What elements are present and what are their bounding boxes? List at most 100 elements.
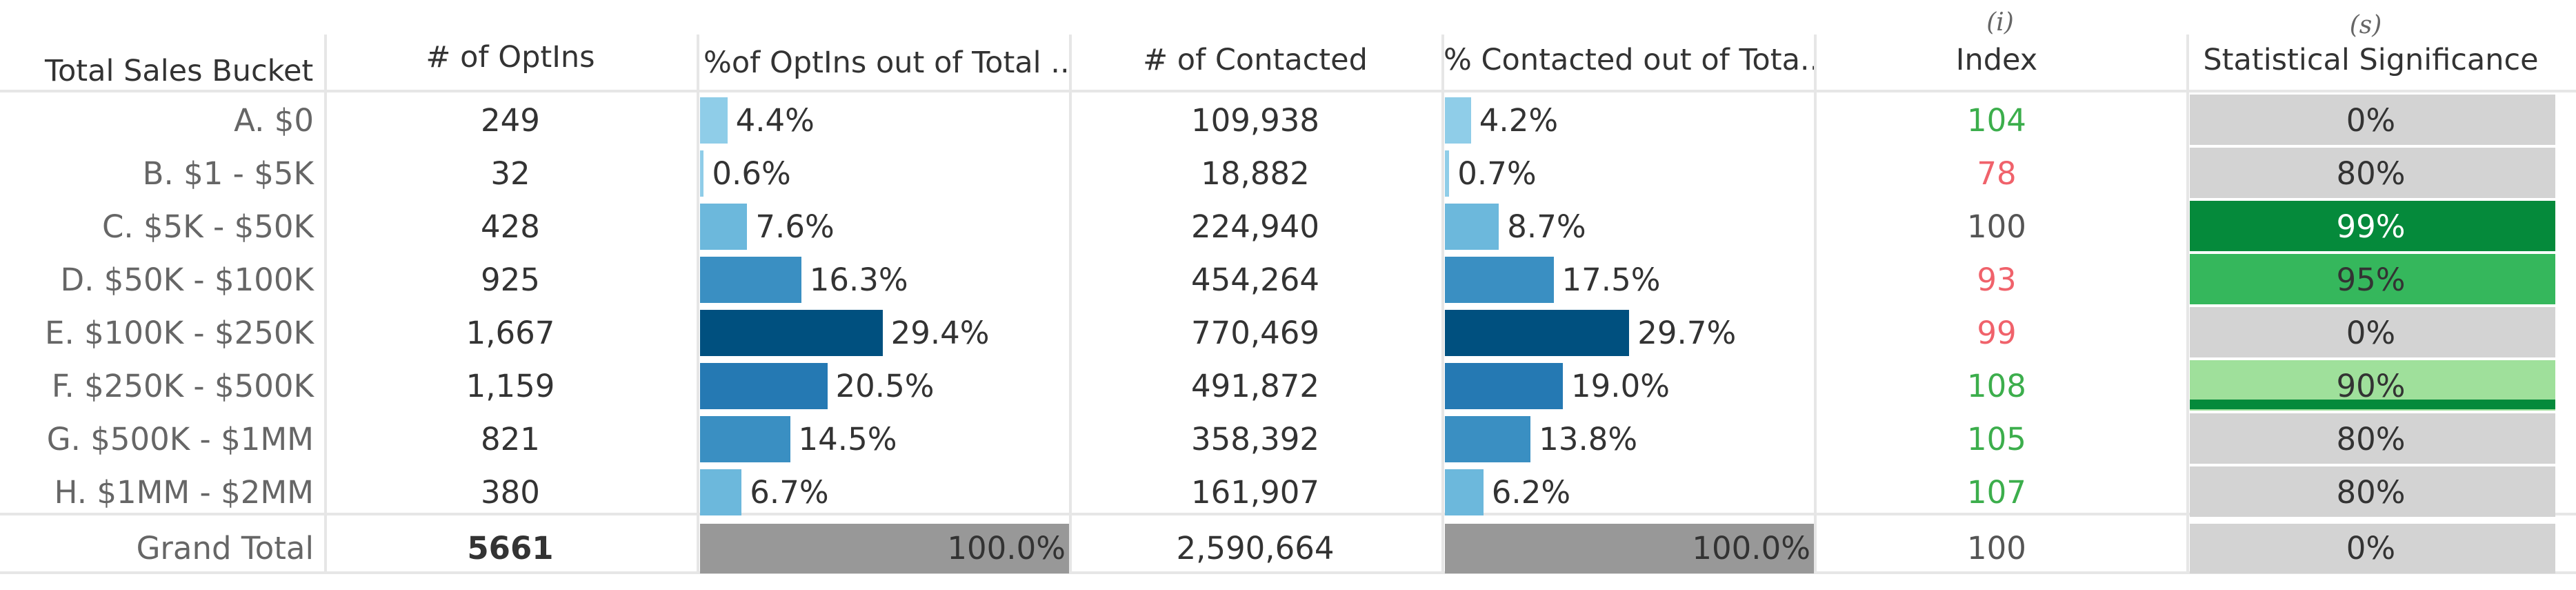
optins-pct-label: 0.6%: [712, 155, 791, 192]
significance-cell: [2190, 307, 2555, 357]
contacted-pct-label: 13.8%: [1539, 420, 1638, 458]
header-pct-contacted: % Contacted out of Tota..: [1444, 43, 1819, 77]
index-value: 104: [1967, 101, 2026, 139]
contacted-pct-label: 4.2%: [1479, 101, 1559, 139]
significance-value: 99%: [2336, 208, 2406, 245]
optins-pct-bar: [700, 469, 742, 515]
significance-cell: [2190, 201, 2555, 251]
optins-pct-bar: [700, 204, 748, 250]
column-divider: [1441, 35, 1444, 573]
significance-cell: [2190, 466, 2555, 517]
bucket-label: G. $500K - $1MM: [46, 420, 314, 458]
optins-value: 1,159: [466, 367, 555, 404]
significance-info-icon[interactable]: (s): [2349, 11, 2382, 39]
significance-value: 80%: [2336, 473, 2406, 511]
contacted-value: 358,392: [1190, 420, 1320, 458]
grand-total-contacted: 2,590,664: [1176, 530, 1335, 567]
contacted-pct-bar: [1445, 416, 1531, 462]
grand-total-optins: 5661: [467, 530, 554, 567]
header-total-sales-bucket: Total Sales Bucket: [45, 54, 314, 88]
index-value: 108: [1967, 367, 2026, 404]
optins-value: 32: [490, 155, 530, 192]
contacted-pct-bar: [1445, 204, 1499, 250]
column-divider: [324, 35, 327, 573]
optins-pct-bar: [700, 310, 883, 356]
row-divider: [0, 571, 2576, 574]
optins-pct-bar: [700, 363, 828, 409]
grand-total-index: 100: [1967, 530, 2026, 567]
header-pct-optins: %of OptIns out of Total ..: [703, 46, 1070, 80]
grand-total-significance: 0%: [2346, 530, 2396, 567]
contacted-pct-label: 17.5%: [1561, 261, 1661, 298]
header-optins: # of OptIns: [426, 40, 595, 75]
index-value: 100: [1967, 208, 2026, 245]
column-divider: [1814, 35, 1817, 573]
contacted-pct-bar: [1445, 150, 1450, 197]
optins-value: 1,667: [466, 314, 555, 351]
significance-cell: [2190, 148, 2555, 198]
optins-value: 249: [481, 101, 540, 139]
contacted-value: 161,907: [1190, 473, 1320, 511]
significance-cell: [2190, 254, 2555, 304]
bucket-label: F. $250K - $500K: [51, 367, 314, 404]
significance-strip: [2190, 400, 2555, 409]
optins-value: 925: [481, 261, 540, 298]
index-value: 105: [1967, 420, 2026, 458]
contacted-value: 109,938: [1190, 101, 1320, 139]
bucket-label: A. $0: [234, 101, 314, 139]
optins-value: 380: [481, 473, 540, 511]
contacted-pct-bar: [1445, 257, 1554, 303]
optins-pct-label: 16.3%: [809, 261, 908, 298]
contacted-pct-bar: [1445, 363, 1563, 409]
significance-cell: [2190, 413, 2555, 464]
optins-pct-label: 14.5%: [798, 420, 897, 458]
optins-pct-label: 4.4%: [735, 101, 815, 139]
contacted-pct-label: 0.7%: [1457, 155, 1537, 192]
index-value: 107: [1967, 473, 2026, 511]
optins-pct-label: 7.6%: [755, 208, 835, 245]
optins-value: 428: [481, 208, 540, 245]
grand-total-contacted-pct: 100.0%: [1692, 530, 1810, 567]
optins-pct-bar: [700, 416, 790, 462]
grand-total-optins-pct: 100.0%: [947, 530, 1066, 567]
bucket-label: E. $100K - $250K: [45, 314, 314, 351]
column-divider: [2186, 35, 2189, 573]
header-contacted: # of Contacted: [1143, 43, 1368, 77]
grand-total-label: Grand Total: [136, 530, 314, 567]
significance-value: 95%: [2336, 261, 2406, 298]
row-divider: [0, 90, 2576, 92]
bucket-label: H. $1MM - $2MM: [54, 473, 314, 511]
significance-value: 0%: [2346, 314, 2396, 351]
optins-value: 821: [481, 420, 540, 458]
contacted-pct-bar: [1445, 310, 1630, 356]
contacted-pct-bar: [1445, 469, 1484, 515]
contacted-value: 224,940: [1190, 208, 1320, 245]
contacted-value: 454,264: [1190, 261, 1320, 298]
column-divider: [1069, 35, 1072, 573]
optins-pct-bar: [700, 150, 704, 197]
contacted-pct-label: 6.2%: [1491, 473, 1571, 511]
significance-value: 80%: [2336, 420, 2406, 458]
contacted-value: 491,872: [1190, 367, 1320, 404]
bucket-label: B. $1 - $5K: [142, 155, 314, 192]
bucket-label: C. $5K - $50K: [101, 208, 314, 245]
contacted-pct-label: 19.0%: [1571, 367, 1670, 404]
contacted-value: 770,469: [1190, 314, 1320, 351]
optins-pct-label: 6.7%: [750, 473, 829, 511]
optins-pct-label: 29.4%: [890, 314, 990, 351]
grand-total-optins-bar: [700, 524, 1069, 573]
grand-total-significance-cell: [2190, 524, 2555, 573]
significance-value: 0%: [2346, 101, 2396, 139]
index-value: 99: [1977, 314, 2017, 351]
index-info-icon[interactable]: (i): [1986, 8, 2014, 37]
contacted-pct-label: 29.7%: [1637, 314, 1737, 351]
index-value: 78: [1977, 155, 2017, 192]
significance-value: 90%: [2336, 367, 2406, 404]
contacted-pct-bar: [1445, 97, 1471, 144]
optins-pct-bar: [700, 97, 728, 144]
index-value: 93: [1977, 261, 2017, 298]
bucket-label: D. $50K - $100K: [60, 261, 314, 298]
grand-total-contacted-bar: [1445, 524, 1814, 573]
optins-pct-label: 20.5%: [835, 367, 935, 404]
header-index: Index: [1955, 43, 2038, 77]
